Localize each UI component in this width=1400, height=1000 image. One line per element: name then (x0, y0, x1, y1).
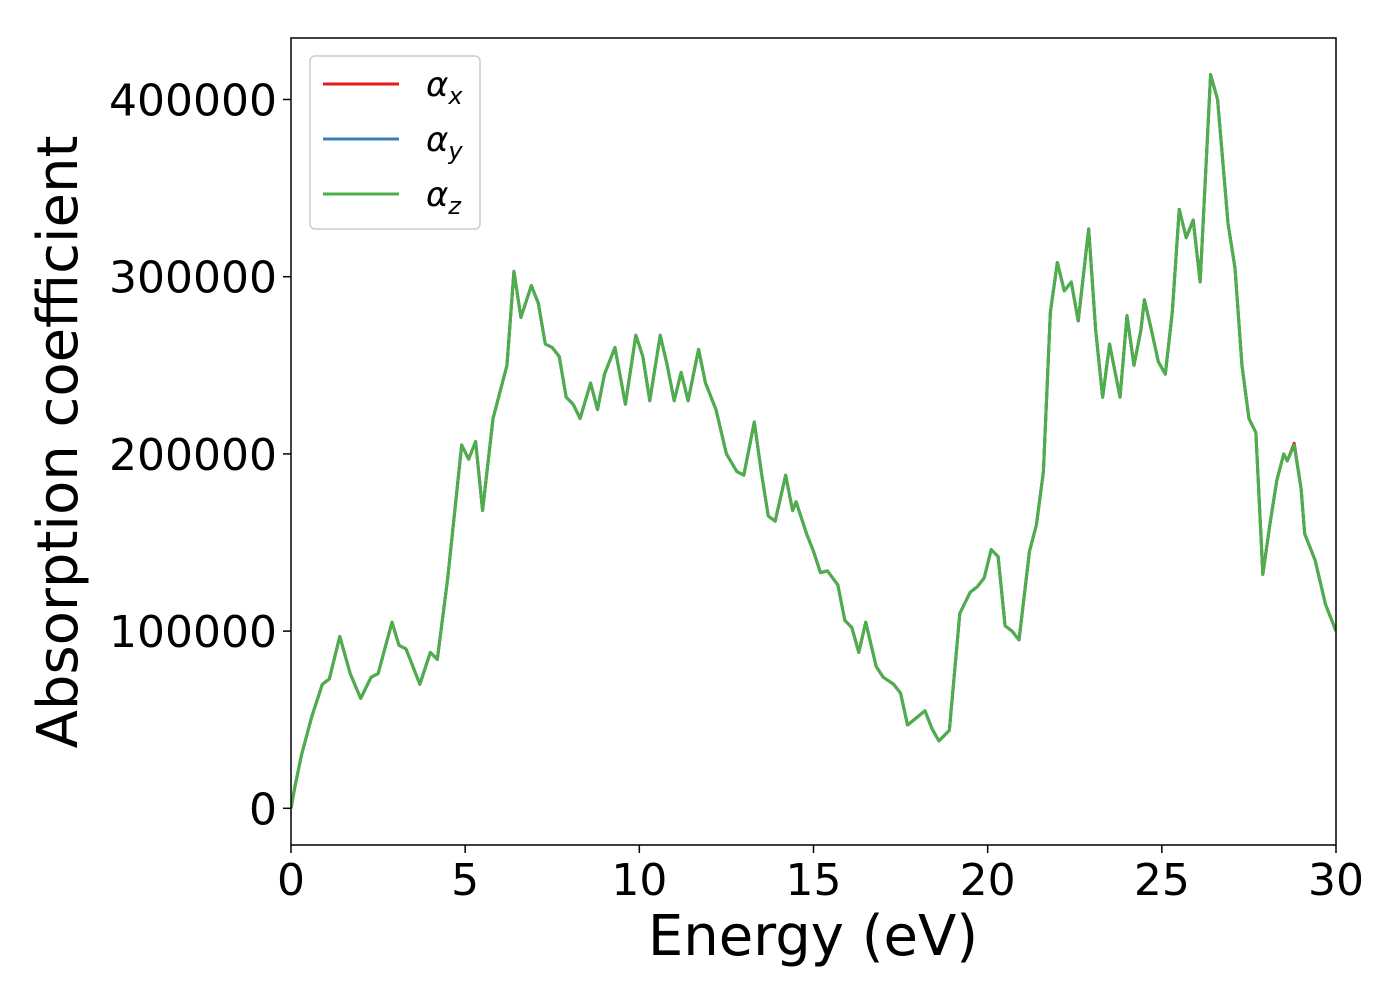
x-tick-label: 5 (451, 855, 479, 906)
x-tick-label: 20 (960, 855, 1016, 906)
y-tick-label: 100000 (109, 607, 277, 658)
x-tick-label: 0 (277, 855, 305, 906)
legend-label: αx (426, 65, 463, 110)
legend-label: αz (426, 175, 462, 220)
legend-subscript: y (447, 137, 463, 165)
legend-label: αy (426, 120, 463, 165)
y-tick-label: 300000 (109, 253, 277, 304)
plot-frame (290, 37, 1337, 846)
x-tick-label: 15 (786, 855, 842, 906)
x-tick-label: 30 (1308, 855, 1364, 906)
legend-symbol: α (426, 65, 448, 105)
legend-subscript: z (447, 192, 462, 220)
x-axis-label: Energy (eV) (648, 904, 978, 969)
y-tick-label: 200000 (109, 430, 277, 481)
x-tick-label: 10 (611, 855, 667, 906)
y-tick-label: 0 (249, 784, 277, 835)
y-tick-label: 400000 (109, 75, 277, 126)
y-axis-label: Absorption coefficient (26, 136, 91, 749)
legend-symbol: α (426, 120, 448, 160)
x-tick-label: 25 (1134, 855, 1190, 906)
legend-box (309, 55, 481, 230)
legend-symbol: α (426, 175, 448, 215)
legend-subscript: x (447, 82, 463, 110)
line (291, 73, 1336, 809)
